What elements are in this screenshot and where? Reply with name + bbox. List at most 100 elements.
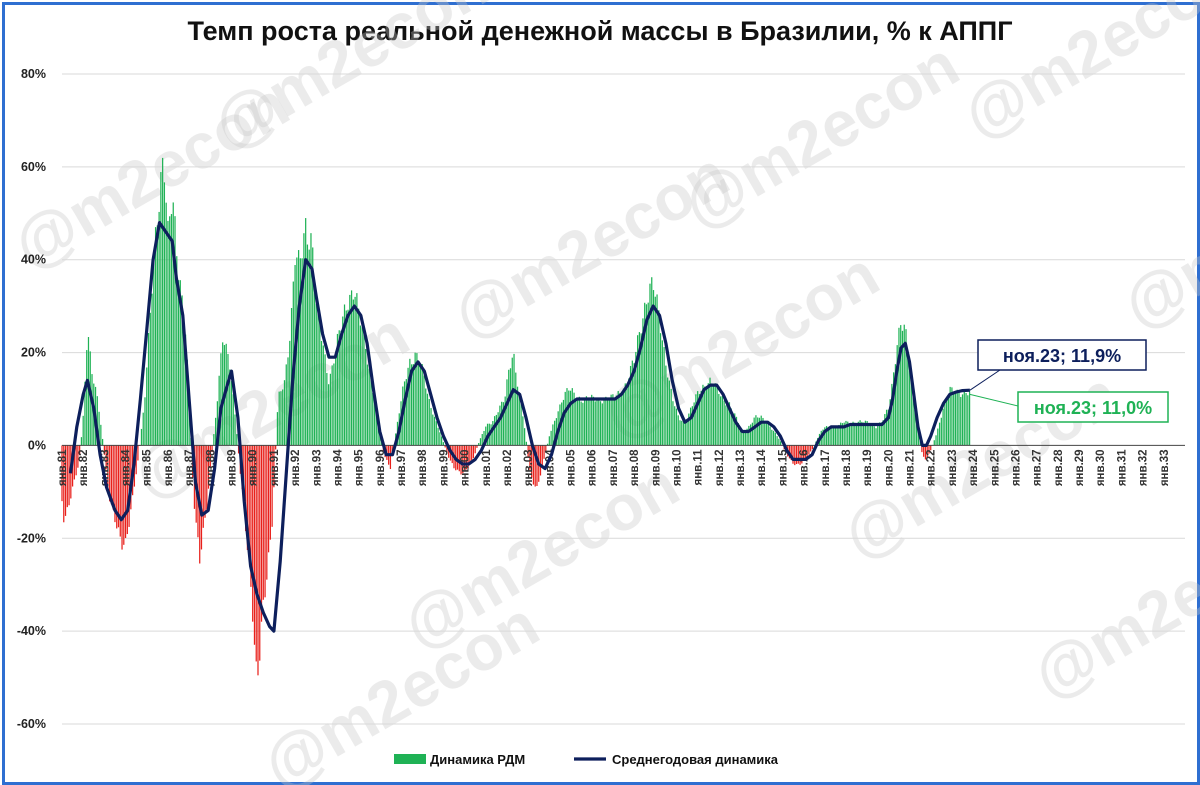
rdm-bar bbox=[135, 445, 137, 475]
rdm-bar bbox=[684, 422, 686, 446]
rdm-bar bbox=[645, 304, 648, 446]
rdm-bar bbox=[96, 396, 98, 446]
rdm-bar bbox=[170, 214, 173, 446]
rdm-bar bbox=[324, 354, 326, 446]
x-tick-label: янв.27 bbox=[1032, 449, 1044, 486]
rdm-bar bbox=[326, 372, 328, 446]
rdm-bar bbox=[822, 429, 824, 446]
rdm-bar bbox=[167, 220, 169, 446]
watermark-text: @m2econ bbox=[951, 0, 1200, 152]
y-tick-label: 20% bbox=[21, 346, 46, 360]
rdm-bar bbox=[649, 283, 651, 446]
rdm-bar bbox=[472, 445, 475, 459]
rdm-bar bbox=[610, 394, 612, 446]
rdm-bar bbox=[147, 333, 150, 446]
rdm-bar bbox=[151, 293, 153, 446]
rdm-bar bbox=[183, 319, 185, 446]
rdm-bar bbox=[755, 415, 757, 446]
rdm-bar bbox=[963, 390, 965, 446]
rdm-bar bbox=[162, 157, 164, 446]
rdm-bar bbox=[596, 400, 598, 446]
rdm-bar bbox=[868, 423, 870, 446]
rdm-bar bbox=[719, 396, 722, 446]
y-tick-label: -40% bbox=[17, 624, 46, 638]
rdm-bar bbox=[116, 445, 118, 529]
rdm-bar bbox=[633, 363, 635, 446]
rdm-bar bbox=[273, 445, 275, 488]
x-tick-label: янв.16 bbox=[799, 449, 811, 486]
rdm-bar bbox=[871, 424, 874, 446]
rdm-bar bbox=[778, 438, 780, 446]
rdm-bar bbox=[938, 422, 941, 446]
rdm-bar bbox=[232, 394, 234, 446]
legend-line-label: Среднегодовая динамика bbox=[612, 752, 779, 767]
rdm-bar bbox=[804, 445, 806, 460]
rdm-bar bbox=[252, 445, 254, 622]
x-tick-label: янв.89 bbox=[227, 449, 239, 486]
rdm-bar bbox=[358, 308, 360, 446]
rdm-bar bbox=[287, 357, 289, 446]
rdm-bar bbox=[363, 330, 365, 446]
rdm-bar bbox=[504, 396, 506, 446]
rdm-bar bbox=[831, 427, 833, 446]
rdm-bar bbox=[86, 350, 88, 446]
rdm-bar bbox=[458, 445, 460, 472]
rdm-bar bbox=[935, 435, 937, 446]
line-series bbox=[68, 221, 970, 633]
rdm-bar bbox=[435, 421, 437, 446]
rdm-bar bbox=[437, 427, 439, 446]
rdm-bar bbox=[589, 398, 591, 446]
rdm-bar bbox=[432, 414, 434, 446]
rdm-bar bbox=[524, 428, 526, 446]
rdm-bar bbox=[914, 409, 916, 446]
rdm-bar bbox=[349, 294, 351, 446]
rdm-bar bbox=[372, 392, 374, 446]
rdm-bar bbox=[619, 393, 621, 446]
x-tick-label: янв.99 bbox=[438, 449, 450, 486]
x-tick-label: янв.98 bbox=[417, 449, 429, 486]
rdm-bar bbox=[668, 380, 671, 446]
rdm-bar bbox=[799, 445, 801, 465]
legend-bar-label: Динамика РДМ bbox=[430, 752, 525, 767]
rdm-bar bbox=[603, 399, 605, 446]
rdm-bar bbox=[490, 424, 492, 446]
rdm-bar bbox=[68, 445, 70, 506]
rdm-bar bbox=[529, 445, 531, 470]
rdm-bar bbox=[552, 424, 554, 446]
rdm-bar bbox=[739, 427, 741, 446]
rdm-bar bbox=[158, 211, 160, 446]
rdm-bar bbox=[829, 428, 831, 446]
rdm-bar bbox=[121, 445, 123, 550]
rdm-bar bbox=[230, 381, 233, 446]
rdm-bar bbox=[967, 395, 969, 446]
rdm-bar bbox=[508, 369, 510, 446]
rdm-bar bbox=[576, 397, 579, 446]
rdm-bar bbox=[723, 400, 725, 446]
rdm-bar bbox=[469, 445, 471, 465]
rdm-bar bbox=[347, 309, 349, 446]
rdm-bar bbox=[725, 405, 727, 446]
rdm-bar bbox=[792, 445, 794, 464]
rdm-bar bbox=[82, 415, 84, 446]
rdm-bar bbox=[878, 422, 881, 446]
rdm-bar bbox=[859, 420, 861, 446]
x-tick-label: янв.30 bbox=[1095, 449, 1107, 486]
rdm-bar bbox=[700, 390, 702, 446]
rdm-bar bbox=[109, 445, 111, 502]
rdm-bar bbox=[407, 367, 409, 446]
x-tick-label: янв.00 bbox=[460, 449, 472, 486]
rdm-bar bbox=[954, 393, 957, 446]
x-tick-label: янв.05 bbox=[566, 449, 578, 486]
rdm-bar bbox=[430, 408, 432, 446]
x-tick-label: янв.07 bbox=[608, 449, 620, 486]
x-tick-label: янв.19 bbox=[862, 449, 874, 486]
x-tick-label: янв.84 bbox=[121, 449, 133, 486]
x-tick-label: янв.93 bbox=[311, 449, 323, 486]
rdm-bar bbox=[536, 445, 538, 486]
rdm-bar bbox=[146, 367, 148, 446]
rdm-bar bbox=[333, 363, 335, 446]
rdm-bar bbox=[825, 426, 828, 446]
rdm-bar bbox=[573, 392, 575, 446]
rdm-bar bbox=[280, 391, 282, 446]
